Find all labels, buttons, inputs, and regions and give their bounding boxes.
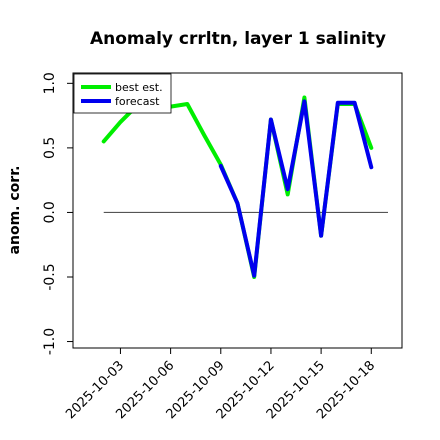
y-tick-label: 0.5	[42, 137, 58, 159]
y-tick-label: -1.0	[42, 328, 58, 355]
y-axis-label: anom. corr.	[7, 166, 23, 255]
series-line-best-est	[101, 95, 374, 279]
legend-box	[73, 73, 172, 114]
legend-label-forecast: forecast	[115, 95, 160, 108]
series-line-forecast	[218, 99, 374, 278]
plot-frame	[72, 72, 403, 349]
chart-title: Anomaly crrltn, layer 1 salinity	[90, 29, 386, 49]
y-tick-label: 1.0	[42, 72, 58, 94]
legend-label-best-est: best est.	[115, 81, 163, 94]
legend: best est. forecast	[73, 73, 172, 114]
y-tick-label: 0.0	[42, 201, 58, 223]
y-tick-label: -0.5	[42, 263, 58, 290]
